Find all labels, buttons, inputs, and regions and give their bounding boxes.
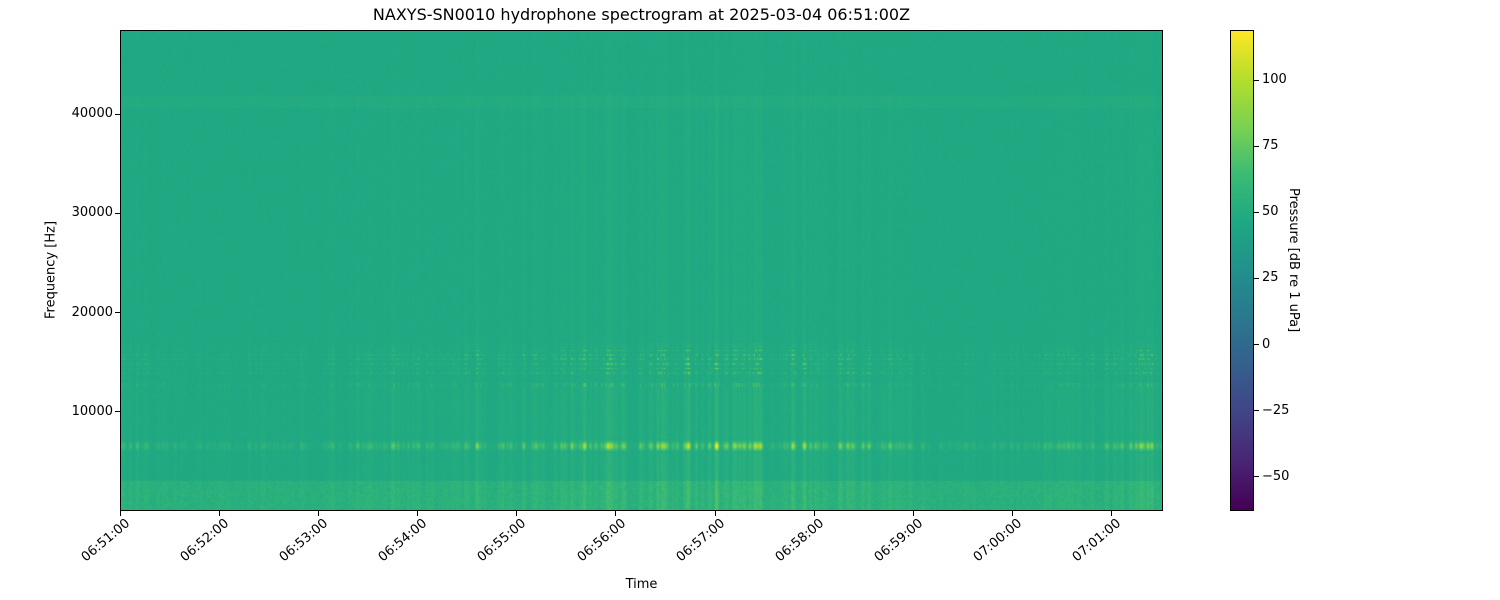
x-tick-label: 06:51:00 [78,516,133,566]
colorbar-tick-mark [1254,410,1259,412]
x-tick-label: 07:01:00 [1070,516,1125,566]
colorbar-tick-label: −25 [1262,402,1290,418]
x-tick-label: 06:55:00 [474,516,530,566]
x-tick-mark [218,511,220,516]
y-tick-mark [115,212,120,214]
x-tick-mark [516,511,518,516]
x-tick-label: 06:54:00 [375,516,431,566]
colorbar-tick-label: −50 [1262,468,1290,484]
y-tick-label: 30000 [71,205,113,221]
x-tick-mark [1012,511,1014,516]
colorbar-tick-mark [1254,79,1259,81]
x-tick-mark [317,511,319,516]
colorbar [1230,30,1254,511]
x-tick-label: 06:57:00 [673,516,728,566]
y-tick-label: 10000 [71,403,113,419]
y-tick-mark [115,411,120,413]
y-axis-label: Frequency [Hz] [43,220,59,320]
colorbar-tick-mark [1254,476,1259,478]
x-tick-mark [813,511,815,516]
x-tick-mark [119,511,121,516]
colorbar-tick-mark [1254,145,1259,147]
colorbar-tick-mark [1254,344,1259,345]
x-tick-mark [912,511,914,516]
x-tick-mark [714,511,716,516]
x-tick-mark [1111,511,1113,516]
spectrogram-heatmap [120,30,1163,511]
colorbar-tick-label: 25 [1262,270,1279,286]
y-tick-mark [115,113,120,115]
colorbar-tick-label: 100 [1262,72,1287,88]
x-tick-label: 06:52:00 [177,516,232,566]
y-tick-label: 40000 [71,106,113,122]
x-tick-mark [417,511,419,516]
x-tick-mark [615,511,617,516]
colorbar-tick-label: 0 [1262,336,1271,352]
y-tick-label: 20000 [71,304,113,320]
x-tick-label: 06:53:00 [276,516,332,566]
x-tick-label: 06:59:00 [871,516,927,566]
x-tick-label: 07:00:00 [970,516,1026,566]
x-axis-label: Time [625,577,658,592]
colorbar-tick-label: 50 [1262,204,1279,220]
y-tick-mark [115,312,120,314]
x-tick-label: 06:56:00 [574,516,629,566]
x-tick-label: 06:58:00 [772,516,827,566]
colorbar-tick-mark [1254,211,1259,213]
colorbar-tick-label: 75 [1262,138,1279,154]
colorbar-label: Pressure [dB re 1 uPa] [1286,188,1301,333]
chart-title: NAXYS-SN0010 hydrophone spectrogram at 2… [372,5,911,24]
colorbar-tick-mark [1254,277,1259,279]
